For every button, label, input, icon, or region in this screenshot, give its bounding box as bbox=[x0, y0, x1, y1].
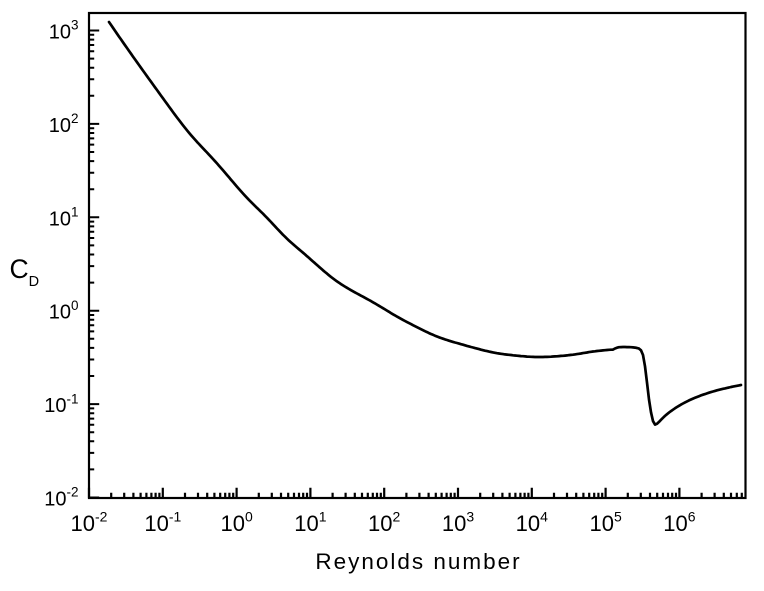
svg-text:CD: CD bbox=[10, 254, 40, 290]
svg-text:102: 102 bbox=[368, 509, 400, 536]
svg-text:101: 101 bbox=[49, 205, 79, 231]
svg-text:105: 105 bbox=[589, 509, 621, 536]
svg-text:10-1: 10-1 bbox=[144, 509, 181, 536]
svg-text:10-2: 10-2 bbox=[44, 485, 78, 511]
svg-text:100: 100 bbox=[220, 509, 252, 536]
svg-text:100: 100 bbox=[49, 298, 79, 324]
svg-text:10-2: 10-2 bbox=[71, 509, 108, 536]
svg-text:103: 103 bbox=[49, 18, 79, 44]
svg-text:104: 104 bbox=[516, 509, 548, 536]
svg-text:101: 101 bbox=[294, 509, 326, 536]
svg-text:103: 103 bbox=[442, 509, 474, 536]
svg-text:10-1: 10-1 bbox=[44, 391, 78, 417]
svg-text:Reynolds number: Reynolds number bbox=[315, 549, 521, 574]
svg-text:102: 102 bbox=[49, 111, 79, 137]
svg-text:106: 106 bbox=[663, 509, 695, 536]
